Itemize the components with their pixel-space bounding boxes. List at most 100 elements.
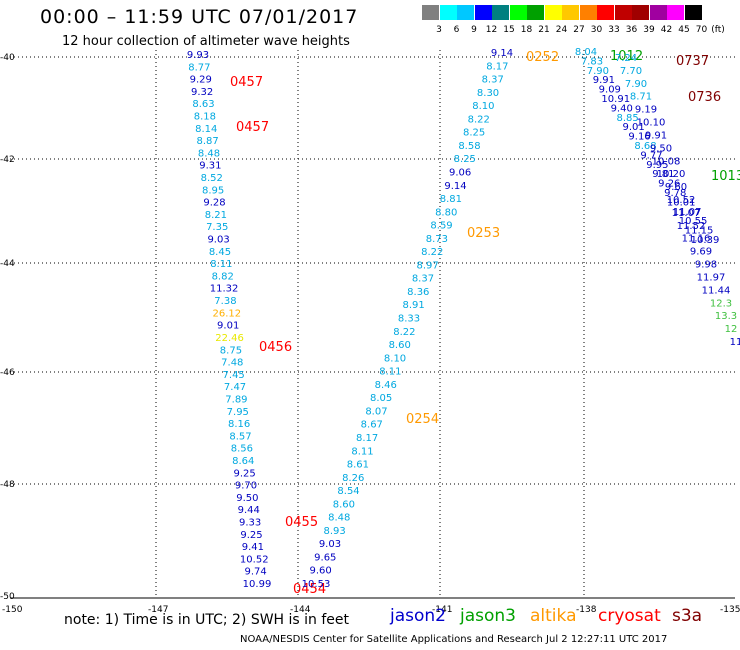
swh-value-label: 8.22 [421, 247, 443, 258]
colorbar-swatch [614, 5, 632, 20]
swh-value-label: 9.81 [652, 169, 674, 180]
colorbar-tick-label: 12 [485, 25, 498, 35]
swh-value-label: 8.05 [370, 393, 392, 404]
swh-value-label: 8.33 [398, 314, 420, 325]
swh-value-label: 7.38 [214, 296, 236, 307]
lon-tick-label: -135 [720, 605, 740, 615]
swh-value-label: 8.56 [231, 444, 253, 455]
swh-value-label: 9.29 [190, 75, 212, 86]
swh-value-label: 8.11 [379, 367, 401, 378]
swh-value-label: 9.60 [310, 566, 332, 577]
swh-value-label: 8.58 [458, 141, 480, 152]
colorbar-swatch [439, 5, 457, 20]
swh-value-label: 9.25 [234, 468, 256, 479]
swh-value-label: 7.89 [225, 394, 247, 405]
colorbar-swatch [457, 5, 474, 20]
swh-value-label: 7.35 [206, 222, 228, 233]
swh-value-label: 8.45 [209, 247, 231, 258]
lat-tick-label: -48 [0, 480, 15, 490]
swh-value-label: 10.20 [657, 169, 686, 180]
swh-value-label: 10.53 [302, 579, 331, 590]
colorbar-swatch [422, 5, 439, 20]
swh-value-label: 9.74 [244, 567, 266, 578]
colorbar-swatch [544, 5, 562, 20]
swh-value-label: 8.73 [426, 234, 448, 245]
mission-legend-jason3: jason3 [460, 606, 516, 626]
swh-value-label: 9.70 [235, 481, 257, 492]
swh-value-label: 8.36 [407, 287, 429, 298]
swh-value-label: 9.03 [207, 235, 229, 246]
swh-value-label: 7.70 [620, 66, 642, 77]
swh-value-label: 8.22 [468, 114, 490, 125]
colorbar-tick-label: 6 [453, 25, 460, 35]
swh-value-label: 9.93 [187, 50, 209, 61]
swh-value-label: 8.54 [337, 486, 359, 497]
swh-value-label: 26.12 [212, 308, 241, 319]
swh-value-label: 8.59 [430, 221, 452, 232]
pass-time-label: 0252 [526, 50, 559, 65]
pass-time-label: 0457 [230, 75, 263, 90]
swh-value-label: 9.26 [658, 179, 680, 190]
swh-value-label: 8.21 [205, 210, 227, 221]
lat-tick-label: -42 [0, 155, 15, 165]
swh-value-label: 8.85 [617, 113, 639, 124]
swh-value-label: 13.3 [715, 311, 737, 322]
colorbar-swatch [597, 5, 614, 20]
swh-value-label: 7.90 [625, 79, 647, 90]
swh-value-label: 11 [730, 337, 740, 348]
swh-value-label: 7.90 [587, 66, 609, 77]
swh-value-label: 8.10 [384, 353, 406, 364]
swh-value-label: 10.01 [667, 197, 696, 208]
swh-value-label: 8.30 [477, 88, 499, 99]
pass-time-label: 0456 [259, 340, 292, 355]
colorbar-swatch [649, 5, 667, 20]
lon-tick-label: -138 [576, 605, 597, 615]
lat-tick-label: -46 [0, 368, 15, 378]
swh-value-label: 8.17 [356, 433, 378, 444]
colorbar-tick-label: 9 [471, 25, 477, 35]
swh-value-label: 10.55 [679, 216, 708, 227]
swh-value-label: 8.16 [228, 419, 250, 430]
swh-value-label: 10.39 [691, 235, 720, 246]
swh-value-label: 9.91 [645, 130, 667, 141]
colorbar-swatch [509, 5, 527, 20]
swh-value-label: 8.93 [323, 526, 345, 537]
swh-value-label: 8.48 [328, 513, 350, 524]
pass-time-label: 0736 [688, 90, 721, 105]
swh-value-label: 8.81 [440, 194, 462, 205]
colorbar-swatch [474, 5, 492, 20]
colorbar-tick-label: 70 [695, 25, 708, 35]
swh-value-label: 8.48 [198, 148, 220, 159]
swh-value-label: 9.60 [665, 182, 687, 193]
swh-value-label: 7.47 [224, 382, 246, 393]
swh-value-label: 9.16 [628, 132, 650, 143]
swh-value-label: 11.52 [677, 221, 706, 232]
swh-value-label: 8.11 [210, 259, 232, 270]
swh-value-label: 9.78 [664, 188, 686, 199]
pass-time-label: 1013 [711, 169, 740, 184]
colorbar-swatch [579, 5, 597, 20]
swh-value-label: 8.82 [212, 271, 234, 282]
swh-value-label: 8.95 [202, 185, 224, 196]
chart-title: 00:00 – 11:59 UTC 07/01/2017 [40, 6, 359, 28]
lon-tick-label: -150 [2, 605, 23, 615]
swh-value-label: 8.64 [232, 456, 254, 467]
swh-value-label: 11.15 [685, 226, 714, 237]
lon-tick-label: -147 [148, 605, 168, 615]
swh-value-label: 7.95 [227, 407, 249, 418]
swh-value-label: 9.44 [238, 505, 260, 516]
swh-value-label: 9.03 [319, 539, 341, 550]
swh-value-label: 9.01 [622, 122, 644, 133]
swh-value-label: 8.25 [463, 128, 485, 139]
swh-value-label: 8.04 [575, 47, 597, 58]
swh-value-label: 9.01 [217, 321, 239, 332]
colorbar-tick-label: 39 [643, 25, 655, 35]
swh-value-label: 9.50 [236, 493, 258, 504]
swh-value-label: 8.61 [347, 460, 369, 471]
swh-value-label: 9.40 [611, 103, 633, 114]
swh-value-label: 11.32 [210, 284, 239, 295]
colorbar-unit: (ft) [711, 25, 725, 35]
colorbar-tick-label: 42 [660, 25, 673, 35]
mission-legend-altika: altika [530, 606, 577, 626]
